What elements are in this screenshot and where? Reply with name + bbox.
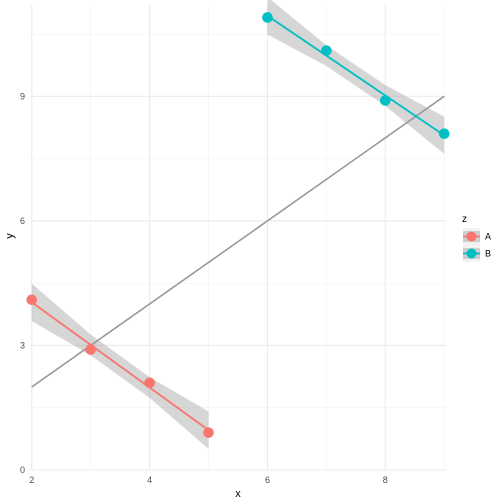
- data-points: [26, 12, 450, 438]
- fit-lines: [31, 15, 445, 431]
- point-b: [438, 128, 450, 140]
- confidence-bands: [31, 0, 445, 449]
- x-tick-label: 6: [265, 475, 270, 485]
- fit-line-a: [31, 301, 210, 431]
- y-tick-label: 3: [20, 340, 25, 350]
- y-tick-label: 0: [20, 465, 25, 475]
- y-tick-label: 6: [20, 216, 25, 226]
- point-a: [203, 427, 214, 438]
- fit-line-b: [266, 15, 445, 137]
- point-a: [26, 294, 38, 306]
- confidence-band-b: [267, 0, 445, 155]
- legend-title: z: [462, 214, 467, 225]
- point-b: [262, 12, 273, 23]
- grid-lines: [30, 5, 446, 471]
- legend: z AB: [462, 214, 491, 262]
- y-tick-label: 9: [20, 91, 25, 101]
- tick-labels: 2 4 6 8 0 3 6 9: [20, 91, 388, 485]
- x-tick-label: 2: [29, 475, 34, 485]
- x-tick-label: 4: [147, 475, 152, 485]
- point-b: [321, 45, 332, 56]
- point-a: [144, 377, 155, 389]
- overall-fit-line: [31, 95, 445, 388]
- point-a: [85, 344, 96, 355]
- x-tick-label: 8: [383, 475, 388, 485]
- legend-label-a: A: [485, 232, 491, 242]
- legend-label-b: B: [485, 249, 491, 259]
- legend-point-a: [466, 231, 477, 242]
- x-axis-title: x: [235, 488, 241, 500]
- y-axis-title: y: [4, 233, 16, 239]
- legend-point-b: [466, 248, 477, 259]
- point-b: [380, 95, 391, 106]
